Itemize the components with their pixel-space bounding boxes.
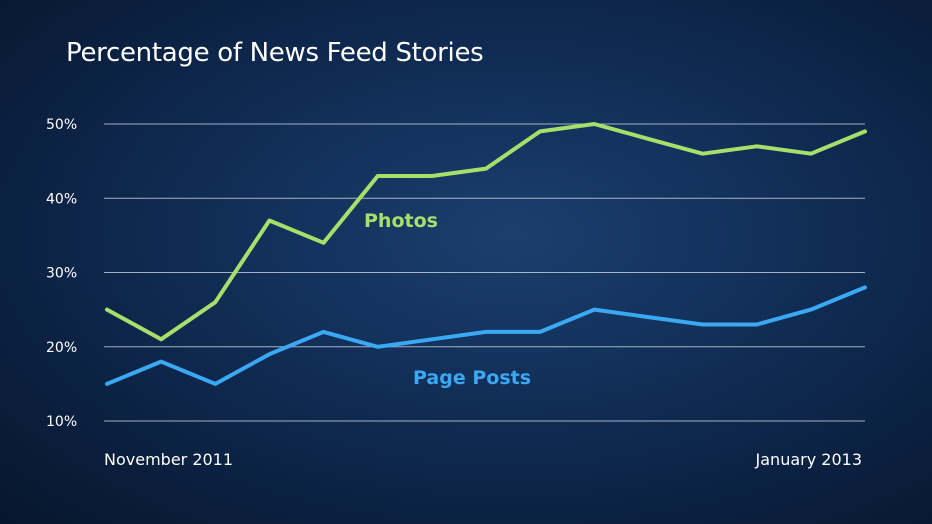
y-tick-label: 20%	[46, 340, 77, 356]
y-tick-label: 50%	[46, 117, 77, 133]
series-label-photos: Photos	[364, 210, 438, 232]
series-label-page-posts: Page Posts	[413, 367, 531, 389]
y-axis-tick-labels: 10% 20% 30% 40% 50%	[46, 117, 77, 430]
grid-lines	[104, 123, 865, 422]
chart-title: Percentage of News Feed Stories	[66, 38, 484, 68]
x-axis-start-label: November 2011	[104, 450, 233, 469]
series-line-page-posts	[105, 285, 867, 386]
x-axis-end-label: January 2013	[755, 450, 862, 469]
y-tick-label: 30%	[46, 266, 77, 282]
y-tick-label: 10%	[46, 414, 77, 430]
series-labels: Photos Page Posts	[364, 210, 531, 389]
series-lines	[105, 122, 867, 386]
series-line-photos	[105, 122, 867, 342]
y-tick-label: 40%	[46, 191, 77, 207]
